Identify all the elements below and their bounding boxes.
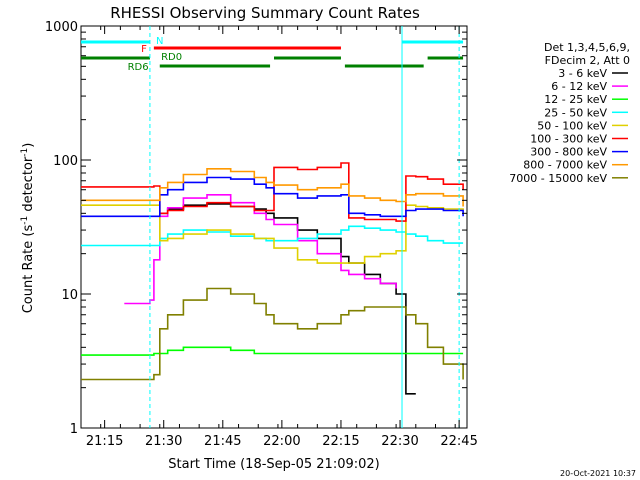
legend-label-7: 800 - 7000 keV xyxy=(523,159,607,172)
legend-header-line-1: Det 1,3,4,5,6,9, xyxy=(544,41,630,54)
legend-label-4: 50 - 100 keV xyxy=(537,119,607,132)
series-line-2 xyxy=(81,346,464,356)
series-line-8 xyxy=(81,287,464,381)
series-line-3 xyxy=(81,225,464,247)
y-tick-label-3: 1000 xyxy=(45,20,78,35)
y-tick-label-0: 1 xyxy=(70,422,78,437)
legend-label-5: 100 - 300 keV xyxy=(530,133,607,146)
series-line-0 xyxy=(159,203,416,395)
y-tick-label-1: 10 xyxy=(61,288,78,303)
legend-label-0: 3 - 6 keV xyxy=(558,67,607,80)
generation-timestamp: 20-Oct-2021 10:37 xyxy=(560,469,636,478)
flag-label-1: F xyxy=(141,44,147,55)
vertical-markers xyxy=(149,26,460,428)
flag-bars: NF RD0 RD6 xyxy=(81,36,464,73)
legend-header-line-2: FDecim 2, Att 0 xyxy=(545,54,630,67)
x-tick-label-0: 21:15 xyxy=(86,434,123,449)
x-axis-label: Start Time (18-Sep-05 21:09:02) xyxy=(168,457,379,472)
y-axis-label: Count Rate (s-1 detector-1) xyxy=(20,143,36,314)
x-axis: 21:15 21:30 21:45 22:00 22:15 22:30 22:45 xyxy=(80,26,478,449)
series-lines xyxy=(81,162,464,395)
flag-label-0: N xyxy=(156,36,163,47)
x-tick-label-6: 22:45 xyxy=(440,434,477,449)
flag-label-2: RD0 xyxy=(161,52,182,63)
legend: Det 1,3,4,5,6,9, FDecim 2, Att 0 3 - 6 k… xyxy=(509,41,630,185)
series-line-6 xyxy=(81,176,464,218)
legend-label-6: 300 - 800 keV xyxy=(530,146,607,159)
flag-label-3: RD6 xyxy=(128,62,149,73)
legend-label-8: 7000 - 15000 keV xyxy=(509,172,607,185)
legend-label-1: 6 - 12 keV xyxy=(551,80,607,93)
chart-title: RHESSI Observing Summary Count Rates xyxy=(110,4,420,22)
series-line-7 xyxy=(81,168,464,207)
x-tick-label-2: 21:45 xyxy=(204,434,241,449)
plot-frame xyxy=(80,25,468,429)
x-tick-label-3: 22:00 xyxy=(263,434,300,449)
x-tick-label-1: 21:30 xyxy=(145,434,182,449)
legend-label-2: 12 - 25 keV xyxy=(544,93,607,106)
x-tick-label-4: 22:15 xyxy=(322,434,359,449)
series-line-5 xyxy=(81,162,464,222)
x-tick-label-5: 22:30 xyxy=(381,434,418,449)
series-line-4 xyxy=(81,204,464,264)
y-axis: 1 10 100 1000 xyxy=(45,20,467,437)
y-tick-label-2: 100 xyxy=(53,154,78,169)
legend-label-3: 25 - 50 keV xyxy=(544,106,607,119)
